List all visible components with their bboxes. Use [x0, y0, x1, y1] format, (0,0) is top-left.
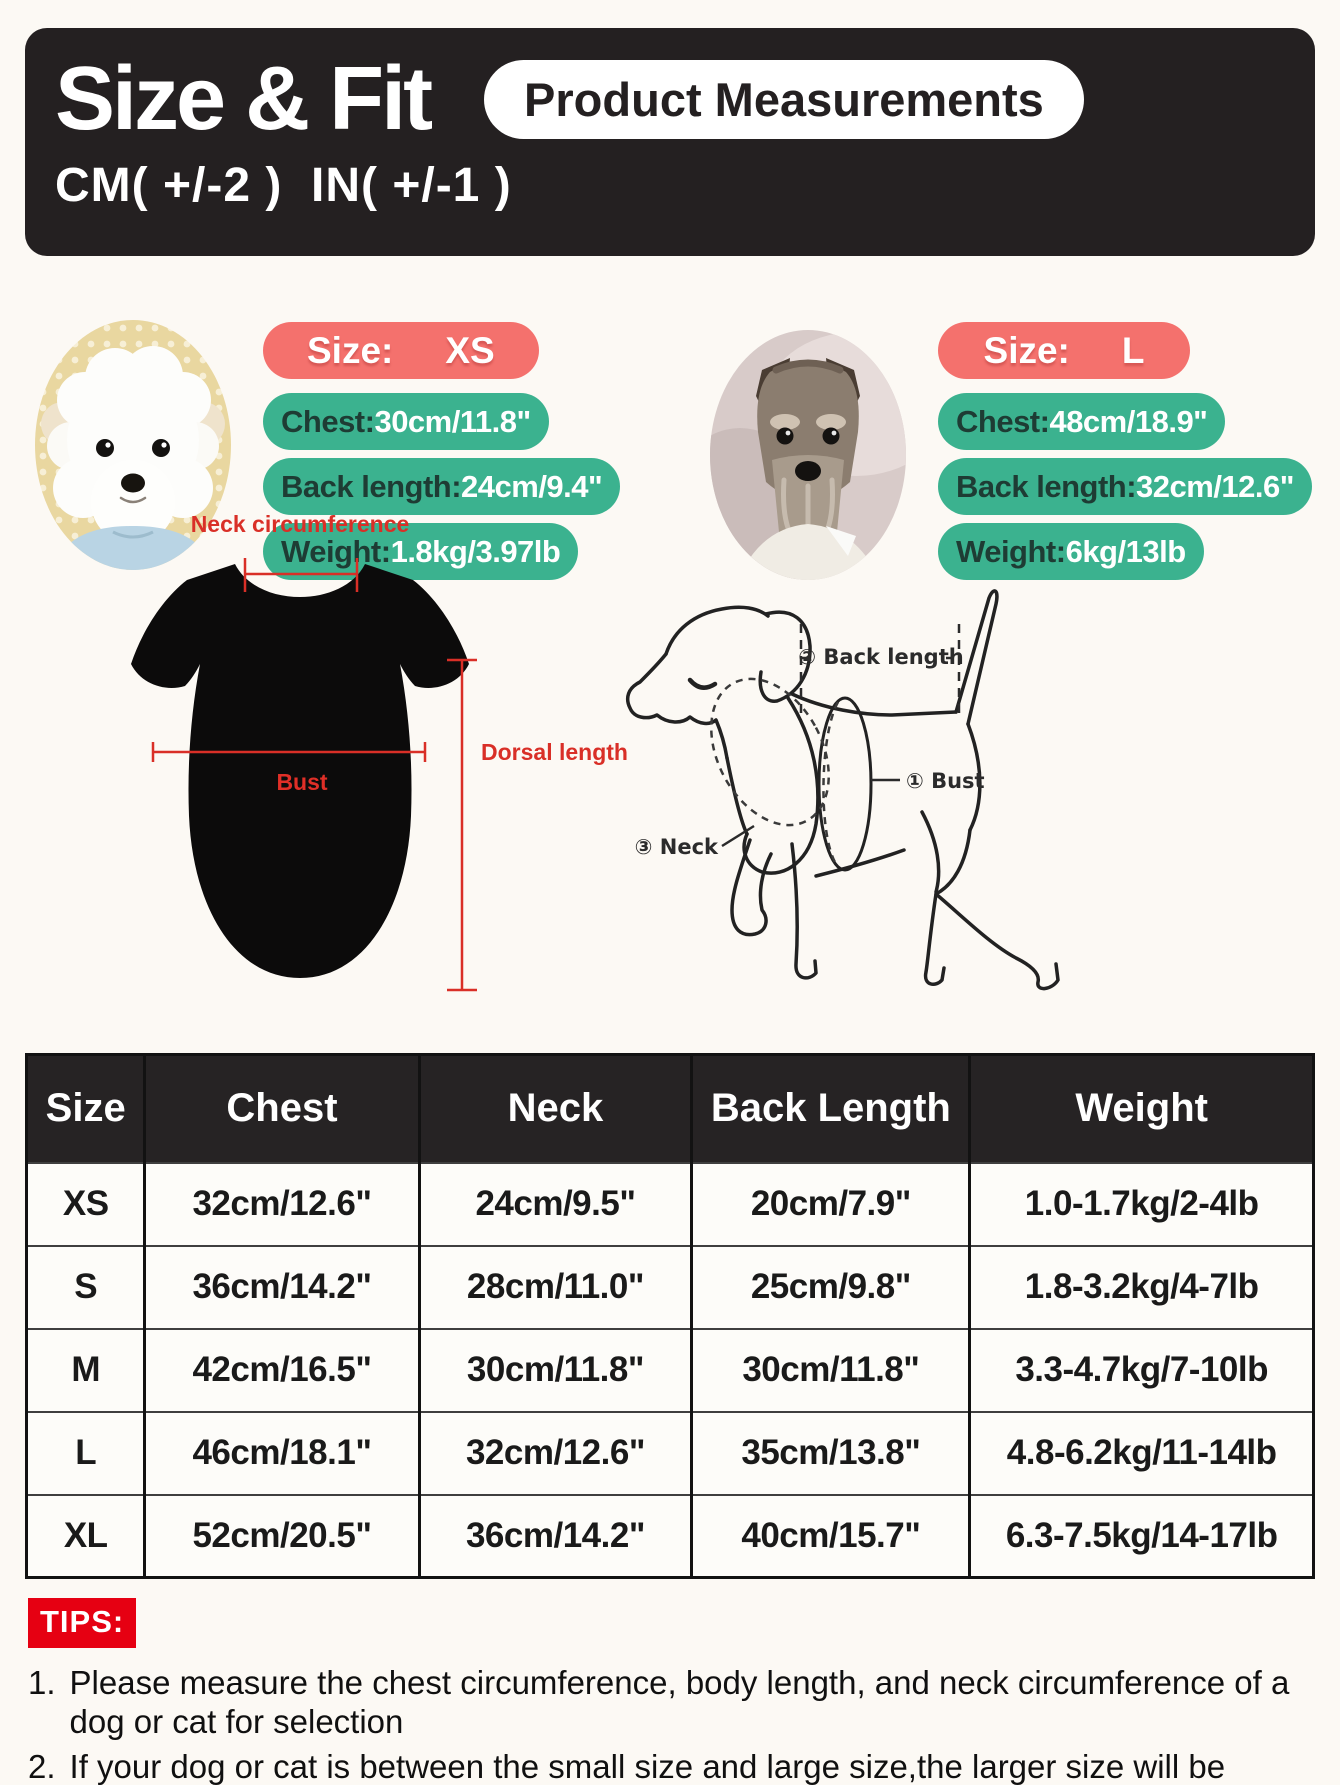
- tshirt-measurement-diagram: Neck circumference Bust Dorsal length: [131, 512, 628, 992]
- tip-item-1: 1. Please measure the chest circumferenc…: [28, 1664, 1316, 1742]
- cell-size: L: [26, 1410, 145, 1495]
- tshirt-silhouette: [131, 564, 469, 978]
- cell-chest: 52cm/20.5": [143, 1493, 420, 1578]
- bust-measure-line: [151, 742, 427, 762]
- pet-card-l: Size: L Chest: 48cm/18.9" Back length: 3…: [670, 298, 1340, 588]
- spec-label: Chest:: [956, 404, 1050, 439]
- cell-back-length: 20cm/7.9": [690, 1161, 970, 1246]
- spec-value: 24cm/9.4": [461, 469, 603, 504]
- tip-item-2: 2. If your dog or cat is between the sma…: [28, 1748, 1316, 1785]
- size-pill-label: Size:: [983, 330, 1070, 371]
- cell-weight: 4.8-6.2kg/11-14lb: [968, 1410, 1314, 1495]
- cell-size: XL: [26, 1493, 145, 1578]
- spec-label: Chest:: [281, 404, 375, 439]
- size-pill-value: L: [1121, 330, 1145, 371]
- spec-value: 30cm/11.8": [374, 404, 531, 439]
- cell-chest: 36cm/14.2": [143, 1244, 420, 1329]
- shirt-dorsal-label: Dorsal length: [481, 739, 628, 765]
- neck-measure-line: [243, 558, 359, 592]
- shirt-neck-label: Neck circumference: [191, 512, 410, 537]
- page-title: Size & Fit: [55, 49, 433, 149]
- cell-neck: 30cm/11.8": [417, 1327, 692, 1412]
- col-header-weight: Weight: [968, 1054, 1314, 1163]
- tip-number: 1.: [28, 1664, 56, 1701]
- product-measurements-badge: Product Measurements: [484, 59, 1084, 139]
- col-header-neck: Neck: [417, 1054, 692, 1163]
- weight-pill-l: Weight: 6kg/13lb: [938, 523, 1204, 580]
- tip-text: Please measure the chest circumference, …: [69, 1664, 1290, 1740]
- cell-weight: 6.3-7.5kg/14-17lb: [968, 1493, 1314, 1578]
- header-banner: Size & Fit Product Measurements CM( +/-2…: [25, 28, 1315, 256]
- table-row-l: L 46cm/18.1" 32cm/12.6" 35cm/13.8" 4.8-6…: [26, 1410, 1314, 1495]
- dog-measurement-diagram: ② Back length ① Bust ③ Neck: [626, 589, 1060, 991]
- chest-pill-l: Chest: 48cm/18.9": [938, 393, 1226, 450]
- dog-back-length-label: ② Back length: [798, 645, 963, 669]
- cell-size: S: [26, 1244, 145, 1329]
- cell-neck: 24cm/9.5": [417, 1161, 692, 1246]
- cell-neck: 36cm/14.2": [417, 1493, 692, 1578]
- dog-neck-label: ③ Neck: [635, 835, 719, 859]
- cell-back-length: 30cm/11.8": [690, 1327, 970, 1412]
- tips-list: 1. Please measure the chest circumferenc…: [28, 1664, 1316, 1785]
- pet-card-xs: Size: XS Chest: 30cm/11.8" Back length: …: [0, 298, 670, 588]
- pet-photo-white-puppy: [35, 320, 231, 570]
- cell-back-length: 25cm/9.8": [690, 1244, 970, 1329]
- tips-badge: TIPS:: [28, 1598, 137, 1648]
- table-header-row: Size Chest Neck Back Length Weight: [26, 1054, 1314, 1163]
- shirt-bust-label: Bust: [276, 769, 327, 795]
- cell-back-length: 35cm/13.8": [690, 1410, 970, 1495]
- cell-chest: 42cm/16.5": [143, 1327, 420, 1412]
- table-row-xs: XS 32cm/12.6" 24cm/9.5" 20cm/7.9" 1.0-1.…: [26, 1161, 1314, 1246]
- spec-value: 32cm/12.6": [1136, 469, 1294, 504]
- table-row-s: S 36cm/14.2" 28cm/11.0" 25cm/9.8" 1.8-3.…: [26, 1244, 1314, 1329]
- cell-chest: 32cm/12.6": [143, 1161, 420, 1246]
- back-length-pill-l: Back length: 32cm/12.6": [938, 458, 1312, 515]
- col-header-chest: Chest: [143, 1054, 420, 1163]
- measurement-diagrams: Neck circumference Bust Dorsal length: [0, 512, 1340, 1052]
- spec-value: 6kg/13lb: [1065, 534, 1187, 569]
- cell-chest: 46cm/18.1": [143, 1410, 420, 1495]
- neck-pointer-line: [721, 824, 755, 848]
- cell-weight: 1.8-3.2kg/4-7lb: [968, 1244, 1314, 1329]
- tolerance-note: CM( +/-2 ) IN( +/-1 ): [55, 159, 512, 212]
- cell-neck: 28cm/11.0": [417, 1244, 692, 1329]
- bust-girth-dashed-arc: [822, 701, 840, 865]
- spec-label: Back length:: [281, 469, 462, 504]
- spec-label: Weight:: [281, 534, 391, 569]
- pet-examples: Size: XS Chest: 30cm/11.8" Back length: …: [0, 298, 1340, 588]
- weight-pill-xs: Weight: 1.8kg/3.97lb: [263, 523, 579, 580]
- size-pill-label: Size:: [307, 330, 394, 371]
- white-puppy-illustration: [35, 320, 231, 570]
- back-length-pill-xs: Back length: 24cm/9.4": [263, 458, 621, 515]
- size-pill-value: XS: [445, 330, 495, 371]
- cell-size: XS: [26, 1161, 145, 1246]
- cell-weight: 3.3-4.7kg/7-10lb: [968, 1327, 1314, 1412]
- size-pill-l: Size: L: [938, 322, 1190, 379]
- chest-pill-xs: Chest: 30cm/11.8": [263, 393, 549, 450]
- size-table: Size Chest Neck Back Length Weight XS 32…: [25, 1053, 1315, 1579]
- cell-back-length: 40cm/15.7": [690, 1493, 970, 1578]
- size-pill-xs: Size: XS: [263, 322, 539, 379]
- spec-label: Weight:: [956, 534, 1066, 569]
- col-header-back-length: Back Length: [690, 1054, 970, 1163]
- table-row-xl: XL 52cm/20.5" 36cm/14.2" 40cm/15.7" 6.3-…: [26, 1493, 1314, 1578]
- tips-section: TIPS: 1. Please measure the chest circum…: [28, 1598, 1316, 1785]
- dorsal-measure-line: [447, 658, 477, 992]
- col-header-size: Size: [26, 1054, 145, 1163]
- tip-text: If your dog or cat is between the small …: [69, 1747, 1226, 1785]
- tip-number: 2.: [28, 1747, 56, 1785]
- cell-neck: 32cm/12.6": [417, 1410, 692, 1495]
- table-row-m: M 42cm/16.5" 30cm/11.8" 30cm/11.8" 3.3-4…: [26, 1327, 1314, 1412]
- dog-bust-label: ① Bust: [906, 769, 985, 793]
- spec-value: 1.8kg/3.97lb: [390, 534, 561, 569]
- cell-size: M: [26, 1327, 145, 1412]
- cell-weight: 1.0-1.7kg/2-4lb: [968, 1161, 1314, 1246]
- spec-value: 48cm/18.9": [1049, 404, 1208, 439]
- back-length-label-bg: [816, 640, 946, 672]
- spec-label: Back length:: [956, 469, 1137, 504]
